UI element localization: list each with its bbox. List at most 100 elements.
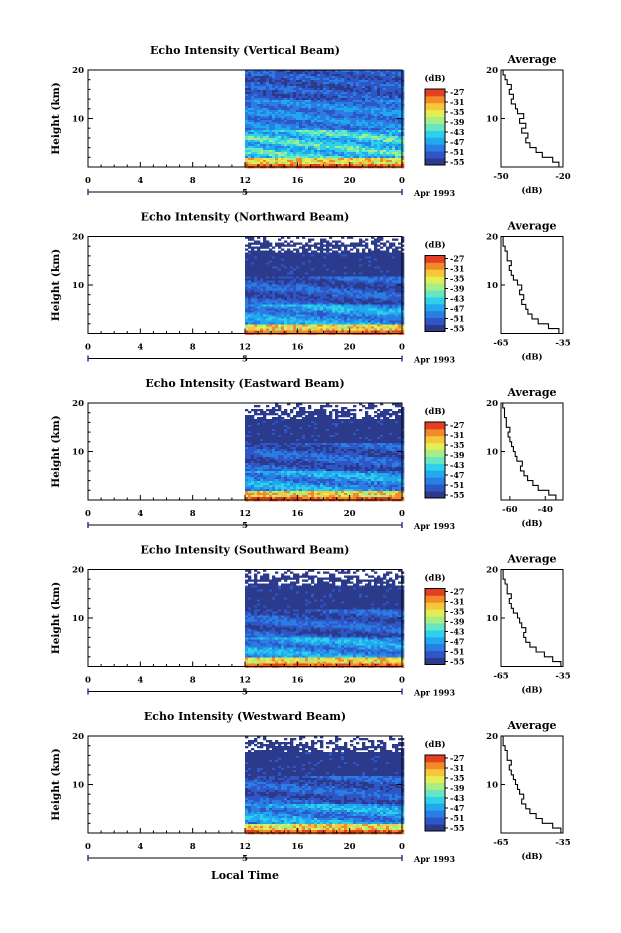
avg-y-tick-label: 10 [486, 448, 498, 458]
x-tick-label: 20 [344, 343, 356, 353]
colorbar-swatch [425, 644, 445, 651]
x-tick-label: 0 [85, 676, 91, 686]
avg-x-tick-label: -65 [493, 672, 508, 682]
colorbar-tick-label: -55 [450, 490, 464, 500]
colorbar-swatch [425, 623, 445, 630]
average-title: Average [506, 553, 556, 566]
x-tick-label: 8 [190, 176, 196, 186]
y-axis-label: Height (km) [50, 415, 62, 487]
x-tick-label: 0 [399, 176, 405, 186]
avg-x-tick-label: -60 [502, 505, 517, 515]
average-title: Average [506, 386, 556, 399]
date-label: Apr 1993 [413, 188, 456, 198]
avg-y-tick-label: 20 [486, 399, 498, 409]
colorbar-tick-label: -35 [450, 440, 464, 450]
x-tick-label: 12 [239, 343, 251, 353]
y-tick-label: 10 [72, 115, 84, 125]
colorbar-tick-label: -39 [450, 617, 465, 627]
average-frame [501, 403, 563, 500]
date-marker: 5 [242, 188, 248, 198]
colorbar-tick-label: -51 [450, 314, 464, 324]
colorbar-tick-label: -47 [450, 637, 464, 647]
colorbar-tick-label: -39 [450, 284, 465, 294]
colorbar-tick-label: -43 [450, 127, 465, 137]
heatmap-cells [245, 570, 404, 668]
colorbar-swatch [425, 824, 445, 831]
avg-x-label: (dB) [521, 185, 542, 196]
colorbar-swatch [425, 651, 445, 658]
panel-title: Echo Intensity (Northward Beam) [141, 211, 350, 224]
avg-y-tick-label: 10 [486, 781, 498, 791]
x-tick-label: 16 [291, 676, 303, 686]
panel-2: Echo Intensity (Northward Beam)2010Heigh… [50, 211, 571, 365]
avg-x-label: (dB) [521, 685, 542, 696]
y-tick-label: 20 [72, 233, 84, 243]
colorbar-tick-label: -31 [450, 97, 464, 107]
colorbar-swatch [425, 304, 445, 311]
average-frame [501, 570, 563, 667]
colorbar-swatch [425, 283, 445, 290]
colorbar-swatch [425, 117, 445, 124]
x-tick-label: 8 [190, 509, 196, 519]
y-tick-label: 10 [72, 281, 84, 291]
colorbar-tick-label: -55 [450, 657, 464, 667]
x-tick-label: 12 [239, 676, 251, 686]
colorbar-swatch [425, 762, 445, 769]
average-title: Average [506, 719, 556, 732]
avg-x-tick-label: -65 [493, 838, 508, 848]
colorbar-swatch [425, 609, 445, 616]
colorbar-tick-label: -47 [450, 304, 464, 314]
colorbar-swatch [425, 755, 445, 762]
colorbar-tick-label: -35 [450, 607, 464, 617]
panel-title: Echo Intensity (Westward Beam) [144, 710, 346, 723]
colorbar-unit: (dB) [424, 240, 445, 251]
colorbar-tick-label: -31 [450, 264, 464, 274]
colorbar-swatch [425, 429, 445, 436]
avg-x-tick-label: -35 [555, 339, 570, 349]
colorbar-tick-label: -51 [450, 480, 464, 490]
colorbar-swatch [425, 290, 445, 297]
colorbar-swatch [425, 103, 445, 110]
panel-5: Echo Intensity (Westward Beam) 20 10 Height… [50, 710, 571, 864]
colorbar-swatch [425, 130, 445, 137]
y-axis-label: Height (km) [50, 748, 62, 820]
heatmap-cells [245, 70, 404, 168]
avg-y-tick-label: 20 [486, 233, 498, 243]
colorbar-tick-label: -51 [450, 647, 464, 657]
colorbar-swatch [425, 470, 445, 477]
colorbar-swatch [425, 89, 445, 96]
colorbar-swatch [425, 96, 445, 103]
y-axis-label: Height (km) [50, 82, 62, 154]
colorbar-tick-label: -47 [450, 803, 464, 813]
colorbar-tick-label: -27 [450, 753, 464, 763]
x-tick-label: 12 [239, 176, 251, 186]
panel-4: Echo Intensity (Southward Beam)2010Heigh… [50, 544, 571, 698]
average-frame [501, 736, 563, 833]
avg-y-tick-label: 10 [486, 614, 498, 624]
colorbar-swatch [425, 463, 445, 470]
colorbar-swatch [425, 637, 445, 644]
average-title: Average [506, 220, 556, 233]
colorbar-tick-label: -51 [450, 147, 464, 157]
colorbar-swatch [425, 457, 445, 464]
colorbar-swatch [425, 422, 445, 429]
colorbar-unit: (dB) [424, 73, 445, 84]
date-marker: 5 [242, 355, 248, 365]
heatmap-cells [245, 736, 404, 834]
avg-y-tick-label: 20 [486, 66, 498, 76]
x-tick-label: 4 [137, 842, 143, 852]
colorbar-tick-label: -27 [450, 87, 464, 97]
avg-y-tick-label: 20 [486, 732, 498, 742]
colorbar-swatch [425, 817, 445, 824]
colorbar-swatch [425, 776, 445, 783]
heatmap-cells [245, 237, 404, 335]
colorbar-swatch [425, 589, 445, 596]
colorbar-swatch [425, 436, 445, 443]
panel-title: Echo Intensity (Southward Beam) [141, 544, 350, 557]
colorbar-swatch [425, 311, 445, 318]
colorbar-swatch [425, 491, 445, 498]
x-tick-label: 20 [344, 176, 356, 186]
colorbar-tick-label: -35 [450, 773, 464, 783]
x-tick-label: 20 [344, 842, 356, 852]
colorbar-swatch [425, 796, 445, 803]
